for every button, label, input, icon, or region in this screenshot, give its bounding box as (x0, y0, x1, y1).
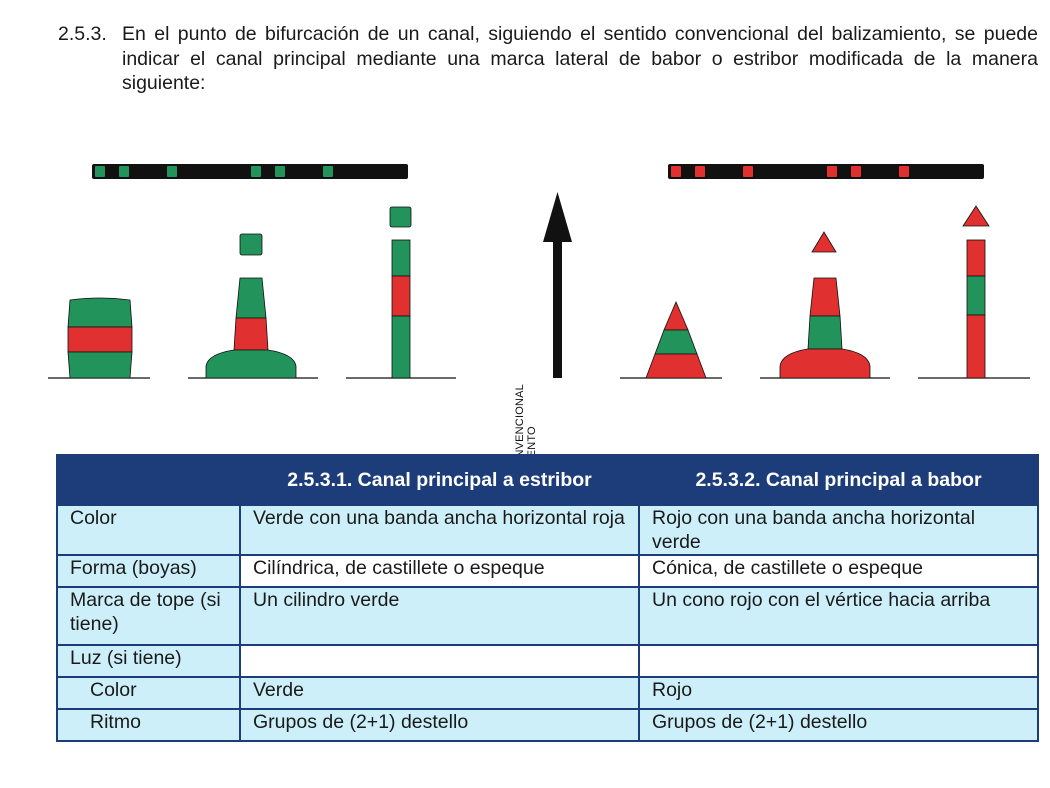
row-label: Luz (si tiene) (56, 644, 241, 678)
section-paragraph: 2.5.3. En el punto de bifurcación de un … (58, 22, 1038, 96)
cell-babor: Rojo (638, 676, 1039, 710)
cell-estribor: Verde (239, 676, 640, 710)
cell-estribor: Grupos de (2+1) destello (239, 708, 640, 742)
section-number: 2.5.3. (58, 23, 107, 45)
row-label: Forma (boyas) (56, 554, 241, 588)
table-row: Forma (boyas) Cilíndrica, de castillete … (56, 554, 1039, 588)
header-blank (56, 454, 241, 506)
port-spar-buoy (962, 205, 990, 379)
table-row: Color Verde con una banda ancha horizont… (56, 504, 1039, 556)
direction-arrow (543, 192, 572, 378)
table-row: Luz (si tiene) (56, 644, 1039, 678)
port-pillar-buoy (779, 231, 871, 379)
table-row: Color Verde Rojo (56, 676, 1039, 710)
starboard-pillar-buoy (205, 233, 297, 379)
section-text: En el punto de bifurcación de un canal, … (122, 23, 1038, 94)
red-light-rhythm-bar (668, 164, 984, 179)
header-estribor: 2.5.3.1. Canal principal a estribor (239, 454, 640, 506)
starboard-spar-buoy (389, 206, 412, 379)
cell-estribor: Verde con una banda ancha horizontal roj… (239, 504, 640, 556)
buoy-illustration (48, 164, 1030, 379)
row-label: Marca de tope (si tiene) (56, 586, 241, 646)
cell-babor (638, 644, 1039, 678)
buoy-spec-table: 2.5.3.1. Canal principal a estribor 2.5.… (56, 454, 1039, 742)
green-light-rhythm-bar (92, 164, 408, 179)
cell-estribor (239, 644, 640, 678)
header-babor: 2.5.3.2. Canal principal a babor (638, 454, 1039, 506)
table-row: Ritmo Grupos de (2+1) destello Grupos de… (56, 708, 1039, 742)
buoy-figure: SENTIDO CONVENCIONAL DE BALIZAMIENTO (0, 150, 1050, 528)
sub-label: Ritmo (90, 711, 141, 733)
cell-babor: Cónica, de castillete o espeque (638, 554, 1039, 588)
cell-estribor: Un cilindro verde (239, 586, 640, 646)
cell-babor: Rojo con una banda ancha horizontal verd… (638, 504, 1039, 556)
row-label: Color (56, 504, 241, 556)
row-label: Ritmo (56, 708, 241, 742)
cell-babor: Grupos de (2+1) destello (638, 708, 1039, 742)
table-header-row: 2.5.3.1. Canal principal a estribor 2.5.… (56, 454, 1039, 506)
cell-estribor: Cilíndrica, de castillete o espeque (239, 554, 640, 588)
table-row: Marca de tope (si tiene) Un cilindro ver… (56, 586, 1039, 646)
conical-buoy (645, 300, 707, 379)
row-label: Color (56, 676, 241, 710)
sub-label: Color (90, 679, 137, 701)
cell-babor: Un cono rojo con el vértice hacia arriba (638, 586, 1039, 646)
cylindrical-buoy (67, 297, 133, 379)
